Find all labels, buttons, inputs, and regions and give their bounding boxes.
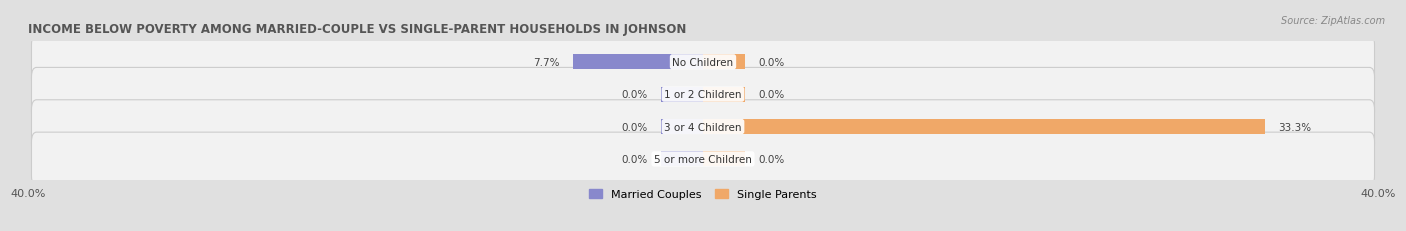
Text: 1 or 2 Children: 1 or 2 Children [664, 90, 742, 100]
FancyBboxPatch shape [31, 36, 1375, 89]
Bar [661, 152, 703, 167]
Text: INCOME BELOW POVERTY AMONG MARRIED-COUPLE VS SINGLE-PARENT HOUSEHOLDS IN JOHNSON: INCOME BELOW POVERTY AMONG MARRIED-COUPL… [28, 23, 686, 36]
Text: No Children: No Children [672, 58, 734, 67]
Bar [703, 152, 745, 167]
Text: 3 or 4 Children: 3 or 4 Children [664, 122, 742, 132]
Text: 7.7%: 7.7% [533, 58, 560, 67]
Text: 5 or more Children: 5 or more Children [654, 154, 752, 164]
Bar [703, 119, 1265, 134]
Legend: Married Couples, Single Parents: Married Couples, Single Parents [589, 189, 817, 200]
Text: 0.0%: 0.0% [759, 154, 785, 164]
Text: 0.0%: 0.0% [759, 90, 785, 100]
Text: Source: ZipAtlas.com: Source: ZipAtlas.com [1281, 16, 1385, 26]
FancyBboxPatch shape [31, 133, 1375, 186]
Bar [703, 55, 745, 70]
Text: 0.0%: 0.0% [621, 154, 647, 164]
Text: 0.0%: 0.0% [621, 122, 647, 132]
Bar [703, 87, 745, 102]
Text: 0.0%: 0.0% [759, 58, 785, 67]
Text: 33.3%: 33.3% [1278, 122, 1312, 132]
Bar [661, 87, 703, 102]
Text: 0.0%: 0.0% [621, 90, 647, 100]
Bar [574, 55, 703, 70]
Bar [661, 119, 703, 134]
FancyBboxPatch shape [31, 100, 1375, 154]
FancyBboxPatch shape [31, 68, 1375, 122]
